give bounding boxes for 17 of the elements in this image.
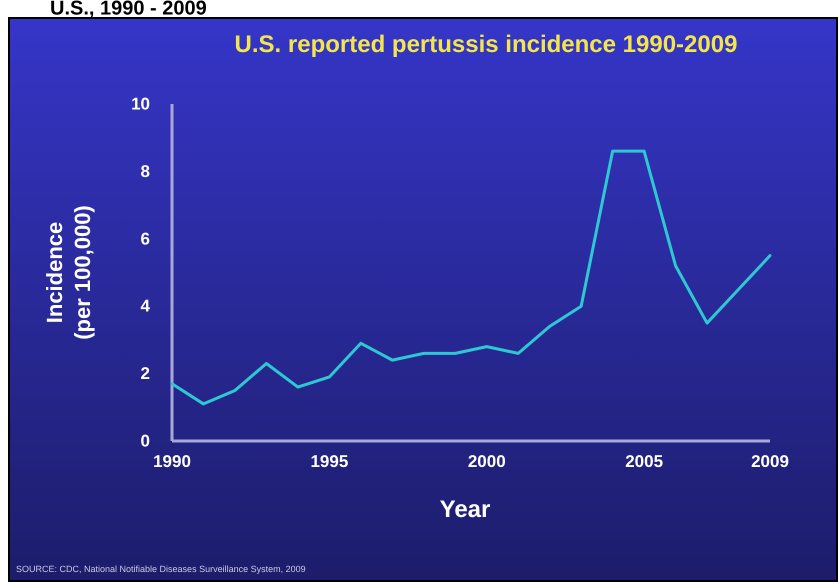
y-tick-label: 4 bbox=[140, 296, 151, 316]
x-tick-label: 2000 bbox=[468, 452, 506, 472]
x-axis-title: Year bbox=[440, 496, 490, 523]
x-tick-label: 2009 bbox=[751, 452, 789, 472]
chart-title: U.S. reported pertussis incidence 1990-2009 bbox=[234, 31, 738, 58]
y-tick-label: 6 bbox=[140, 229, 150, 248]
y-tick-label: 2 bbox=[140, 364, 150, 384]
source-note: SOURCE: CDC, National Notifiable Diseases Surveillance System, 2009 bbox=[16, 564, 306, 574]
chart-subtitle: U.S., 1990 - 2009 bbox=[50, 0, 207, 20]
x-tick-label: 2005 bbox=[625, 452, 664, 472]
line-series bbox=[170, 150, 772, 406]
y-axis-title: Incidence (per 100,000) bbox=[42, 205, 95, 340]
y-tick-label: 0 bbox=[140, 431, 150, 450]
y-tick-label: 10 bbox=[131, 94, 150, 114]
x-tick-label: 1990 bbox=[153, 452, 191, 472]
x-tick-label: 1995 bbox=[310, 452, 348, 472]
y-tick-label: 8 bbox=[140, 162, 150, 181]
